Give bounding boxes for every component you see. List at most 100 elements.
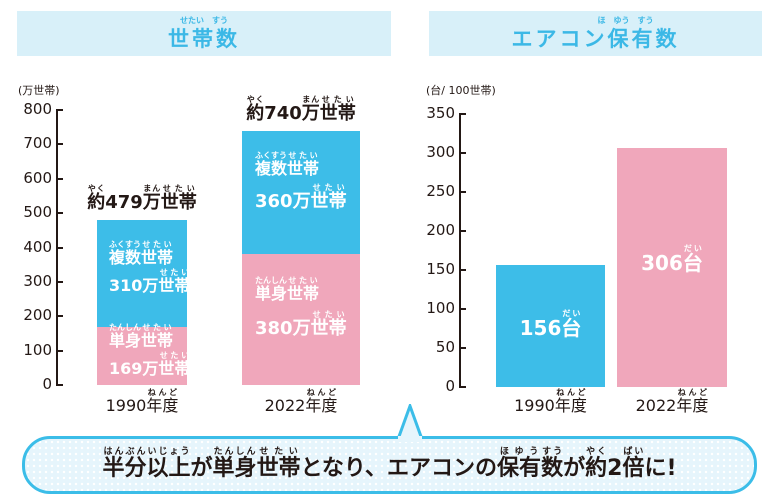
ruby-text: 万まん [143,184,161,213]
y-tick-label: 0 [42,375,52,393]
ruby-text: 万まん [301,95,320,124]
bar-aircon [617,148,727,387]
ruby-base: 世帯 [141,248,174,268]
ruby-reading: いじょう [146,447,191,457]
ruby-text: 約やく [585,447,608,481]
ruby-text: 数すう [541,447,563,481]
ruby-text: 年度ねんど [555,388,587,415]
ruby-reading: せたい [158,268,191,278]
ruby-base: 複数 [109,248,142,268]
multi-label: 複数ふくすう世帯せたい [109,240,173,267]
y-tick [459,269,466,271]
y-tick-label: 0 [445,377,455,395]
value-label: 306台だい [617,244,727,275]
ruby-text: 年度ねんど [305,388,337,415]
ruby-base: 台 [682,251,703,276]
ruby-reading: せたい [141,240,174,250]
y-tick [56,212,63,215]
text-segment: 310万 [109,276,159,296]
ruby-reading: ほゆう [497,447,542,457]
ruby-text: 世帯せたい [310,183,347,212]
y-tick [56,384,63,386]
text-segment: 380万 [255,318,311,340]
ruby-reading: ねんど [676,388,709,397]
ruby-reading: やく [87,184,106,194]
ruby-reading: まん [142,184,161,194]
value-label: 156台だい [496,309,605,340]
y-tick-label: 800 [23,100,52,118]
single-label: 単身たんしん世帯せたい [109,323,173,350]
left-title-readings: せたい すう [17,16,391,26]
ruby-reading: すう [541,447,564,457]
left-title: 世帯数 [168,27,240,51]
summary-banner: 半分はんぶん以上いじょうが単身たんしん世帯せたいとなり、エアコンの保有ほゆう数す… [22,436,757,494]
ruby-text: 単身たんしん [109,323,141,350]
ruby-text: 単身たんしん [255,276,287,303]
text-segment: 2022 [635,396,677,415]
ruby-text: 複数ふくすう [109,240,142,268]
bar-multi-households [242,130,360,255]
ruby-reading: ばい [622,447,645,457]
text-segment: 169万 [109,358,159,378]
y-tick [56,315,63,318]
ruby-base: 以上 [146,456,191,481]
left-title-box: せたい すう 世帯数 [17,11,391,56]
ruby-text: 約やく [246,95,264,124]
x-label: 2022年度ねんど [612,388,732,416]
y-tick [56,246,63,249]
multi-label: 複数ふくすう世帯せたい [255,151,319,178]
right-title-readings: ほゆう すう [429,16,762,26]
ruby-text: 台だい [561,309,582,341]
ruby-text: 台だい [682,244,703,276]
ruby-base: 約 [585,456,608,481]
ruby-reading: ふくすう [109,240,142,250]
bar-single-households [97,326,187,385]
x-label: 2022年度ねんど [241,388,361,416]
ruby-reading: せたい [180,16,204,25]
ruby-reading: やく [585,447,608,457]
bar-multi-households [97,220,187,327]
ruby-base: 台 [561,316,582,341]
ruby-text: 半分はんぶん [103,447,147,481]
ruby-reading: たんしん [212,447,257,457]
y-tick-label: 350 [426,104,455,122]
text-segment: に! [644,456,677,481]
ruby-text: 世帯せたい [161,184,197,213]
ruby-base: 世帯 [158,358,191,378]
y-tick-label: 250 [426,182,455,200]
ruby-text: 倍ばい [622,447,644,481]
y-tick-label: 200 [23,306,52,325]
single-value: 169万世帯せたい [109,351,190,378]
ruby-base: 世帯 [310,190,347,212]
ruby-text: 世帯せたい [287,151,319,178]
pointer-join [398,436,422,442]
right-title-box: ほゆう すう エアコン保有数 [429,11,762,56]
ruby-reading: たんしん [255,276,288,286]
ruby-reading: せたい [319,94,356,104]
text-segment: が [190,456,213,481]
ruby-reading: せたい [160,184,197,194]
ruby-reading: せたい [158,350,191,360]
ruby-base: 世帯 [141,330,174,350]
y-tick [459,191,466,193]
y-tick-label: 100 [23,340,52,359]
ruby-reading: ねんど [146,388,179,397]
right-unit-label: (台/ 100世帯) [426,84,496,97]
ruby-base: 年度 [676,396,709,415]
single-value: 380万世帯せたい [255,310,347,338]
ruby-base: 世帯 [158,276,191,296]
total-label: 約やく479万まん世帯せたい [72,184,212,214]
ruby-reading: ねんど [305,388,338,397]
text-segment: となり、エアコンの [300,456,498,481]
ruby-reading: やく [246,94,265,104]
ruby-text: 世帯せたい [287,276,319,303]
y-tick [56,109,63,111]
ruby-base: 年度 [146,396,179,415]
ruby-base: 万 [301,102,320,124]
y-tick [459,113,466,115]
y-tick-label: 200 [426,221,455,239]
y-tick-label: 700 [23,134,52,153]
multi-value: 310万世帯せたい [109,268,190,295]
ruby-text: 世帯せたい [141,323,174,350]
text-segment: 1990 [105,396,147,415]
